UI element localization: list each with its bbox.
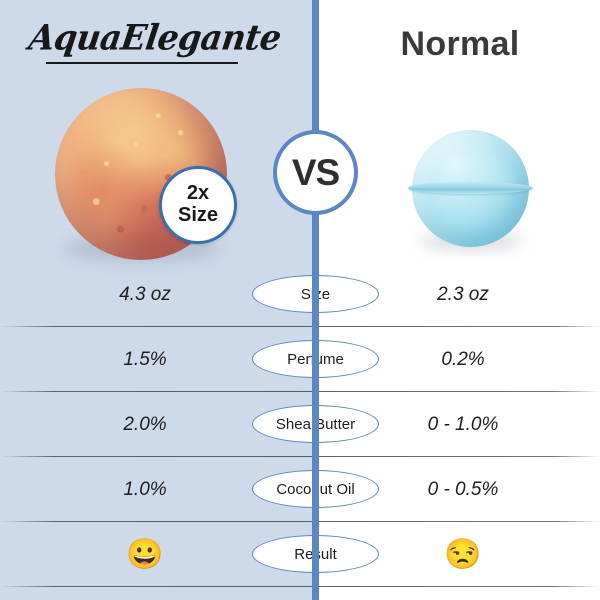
left-value-perfume: 1.5% [123,348,167,370]
brand-logo: AquaElegante [26,16,284,59]
left-value-shea-butter: 2.0% [123,413,167,435]
right-value-shea-butter: 0 - 1.0% [427,413,499,435]
row-divider [0,586,600,587]
table-row: 1.0% Coconut Oil 0 - 0.5% [0,457,600,522]
row-divider [0,521,600,522]
center-divider [312,0,319,600]
brand-logo-underline [45,62,239,64]
row-divider [0,326,600,327]
table-row: 4.3 oz Size 2.3 oz [0,262,600,327]
competitor-title: Normal [400,25,520,63]
left-value-coconut-oil: 1.0% [123,478,167,500]
right-value-perfume: 0.2% [441,348,485,370]
right-value-size: 2.3 oz [437,283,489,305]
left-result-emoji: 😀 [126,538,164,571]
table-row: 1.5% Perfume 0.2% [0,327,600,392]
right-value-coconut-oil: 0 - 0.5% [427,478,499,500]
row-divider [0,391,600,392]
size-multiplier-badge: 2x Size [159,166,237,244]
right-result-emoji: 😒 [444,538,482,571]
row-divider [0,456,600,457]
table-row: 😀 Result 😒 [0,522,600,587]
versus-badge: VS [273,130,358,215]
table-row: 2.0% Shea Butter 0 - 1.0% [0,392,600,457]
size-multiplier-value: 2x [186,182,210,205]
size-multiplier-label: Size [177,204,219,226]
versus-label: VS [291,151,340,193]
left-value-size: 4.3 oz [119,283,171,305]
right-product-seam [408,182,533,194]
comparison-table: 4.3 oz Size 2.3 oz 1.5% Perfume 0.2% 2.0… [0,262,600,587]
